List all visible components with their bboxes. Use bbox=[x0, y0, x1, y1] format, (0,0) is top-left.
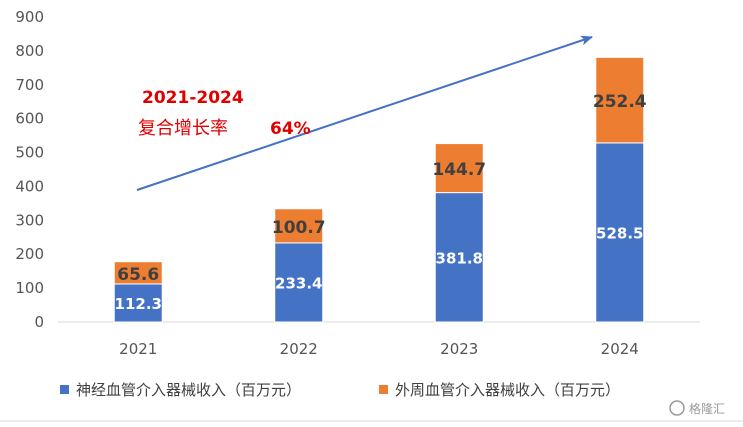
legend-label-peripheral: 外周血管介入器械收入（百万元） bbox=[395, 381, 620, 399]
y-axis: 0 100 200 300 400 500 600 700 800 900 bbox=[15, 8, 44, 331]
x-tick-label: 2023 bbox=[440, 340, 478, 358]
data-label-peripheral-2024: 252.4 bbox=[593, 92, 647, 112]
data-label-peripheral-2023: 144.7 bbox=[432, 160, 486, 180]
legend-label-neuro: 神经血管介入器械收入（百万元） bbox=[76, 381, 301, 399]
y-tick-label: 200 bbox=[15, 245, 44, 263]
bars bbox=[113, 56, 645, 323]
legend-swatch-neuro bbox=[60, 385, 69, 394]
data-label-neuro-2022: 233.4 bbox=[275, 274, 322, 292]
x-tick-label: 2021 bbox=[119, 340, 157, 358]
y-tick-label: 100 bbox=[15, 279, 44, 297]
x-tick-label: 2024 bbox=[601, 340, 639, 358]
y-tick-label: 700 bbox=[15, 76, 44, 94]
bar-peripheral-2022 bbox=[274, 208, 324, 244]
watermark-text: 格隆汇 bbox=[689, 401, 725, 416]
y-tick-label: 800 bbox=[15, 42, 44, 60]
watermark-logo-icon bbox=[669, 400, 685, 416]
y-tick-label: 400 bbox=[15, 177, 44, 195]
y-tick-label: 900 bbox=[15, 8, 44, 26]
y-tick-label: 0 bbox=[34, 313, 44, 331]
bar-peripheral-2021 bbox=[113, 261, 163, 285]
cagr-period: 2021-2024 bbox=[142, 88, 244, 108]
y-tick-label: 600 bbox=[15, 110, 44, 128]
data-label-neuro-2024: 528.5 bbox=[596, 224, 643, 242]
bar-neuro-2023 bbox=[434, 192, 484, 323]
y-tick-label: 500 bbox=[15, 144, 44, 162]
data-label-peripheral-2021: 65.6 bbox=[117, 265, 159, 285]
cagr-value: 64% bbox=[270, 119, 311, 139]
bar-neuro-2021 bbox=[113, 283, 163, 323]
y-tick-label: 300 bbox=[15, 211, 44, 229]
legend: 神经血管介入器械收入（百万元） 外周血管介入器械收入（百万元） bbox=[60, 381, 620, 399]
bar-neuro-2024 bbox=[595, 142, 645, 323]
legend-swatch-peripheral bbox=[379, 385, 388, 394]
data-label-peripheral-2022: 100.7 bbox=[272, 218, 326, 238]
trend-arrow bbox=[136, 35, 593, 191]
x-tick-label: 2022 bbox=[280, 340, 318, 358]
cagr-label: 复合增长率 bbox=[138, 118, 228, 139]
cagr-annotation: 2021-2024 复合增长率 64% bbox=[138, 88, 311, 139]
bar-labels: 112.3 65.6 233.4 100.7 381.8 144.7 528.5 252.4 bbox=[115, 92, 647, 313]
watermark: 格隆汇 bbox=[669, 400, 725, 416]
bar-peripheral-2024 bbox=[595, 56, 645, 144]
bar-peripheral-2023 bbox=[434, 143, 484, 194]
data-label-neuro-2023: 381.8 bbox=[436, 249, 483, 267]
x-axis: 2021 2022 2023 2024 bbox=[58, 321, 700, 358]
bar-neuro-2022 bbox=[274, 242, 324, 323]
data-label-neuro-2021: 112.3 bbox=[115, 295, 162, 313]
